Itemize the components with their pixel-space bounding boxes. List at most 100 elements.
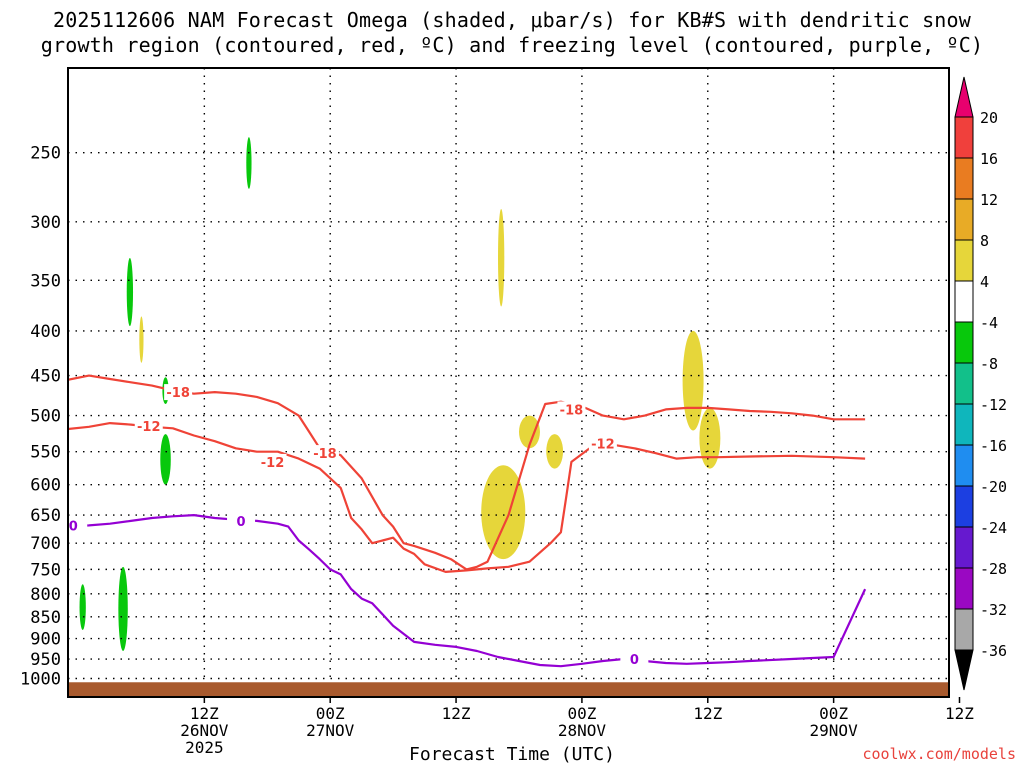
plot-frame — [67, 67, 950, 698]
colorbar-swatch — [954, 280, 974, 323]
contour-0: 0 0 0 — [68, 512, 867, 668]
x-tick-date: 29NOV — [810, 721, 859, 740]
omega-blob — [139, 316, 144, 363]
contour-label: 0 — [630, 653, 639, 668]
chart-title-line-1: 2025112606 NAM Forecast Omega (shaded, μ… — [52, 8, 972, 32]
y-tick-label: 600 — [30, 476, 61, 496]
x-tick-date: 26NOV — [180, 721, 229, 740]
colorbar-label: 8 — [980, 232, 989, 250]
contour-line — [68, 514, 867, 668]
colorbar-label: 4 — [980, 273, 989, 291]
y-tick-label: 250 — [30, 144, 61, 164]
contour--18: -18 -18 -18 — [68, 374, 866, 571]
y-tick-label: 700 — [30, 534, 61, 554]
y-tick-label: 950 — [30, 650, 61, 670]
y-tick-label: 750 — [30, 560, 61, 580]
x-axis-label: Forecast Time (UTC) — [409, 744, 615, 765]
colorbar-swatch — [954, 567, 974, 610]
x-tick-label: 00Z — [567, 704, 596, 723]
y-tick-label: 300 — [30, 213, 61, 233]
omega-blob — [682, 330, 704, 431]
colorbar-swatch — [954, 485, 974, 528]
contour-label: -12 — [137, 420, 161, 435]
x-tick-label: 00Z — [316, 704, 345, 723]
omega-blob — [481, 465, 526, 560]
y-tick-label: 1000 — [20, 669, 61, 689]
colorbar-swatch — [954, 526, 974, 569]
terrain-fill — [68, 682, 949, 697]
omega-blob — [699, 407, 721, 469]
contour-label-bg — [557, 401, 586, 418]
contour-line — [68, 422, 866, 573]
colorbar-swatch — [954, 116, 974, 159]
contour-label: -18 — [166, 386, 190, 401]
contour-label-bg — [588, 435, 617, 452]
y-tick-label: 850 — [30, 608, 61, 628]
chart-title-line-2: growth region (contoured, red, ºC) and f… — [40, 33, 984, 57]
colorbar-label: 16 — [980, 150, 998, 168]
omega-blob — [79, 584, 86, 631]
colorbar-label: -24 — [980, 519, 1007, 537]
omega-blob — [118, 566, 128, 651]
contour--12: -12 -12 -12 — [68, 418, 866, 573]
colorbar-top-arrow — [954, 76, 974, 118]
y-tick-label: 900 — [30, 630, 61, 650]
y-tick-label: 400 — [30, 322, 61, 342]
colorbar-swatch — [954, 198, 974, 241]
colorbar-swatch — [954, 444, 974, 487]
y-tick-label: 500 — [30, 407, 61, 427]
colorbar-label: -4 — [980, 314, 998, 332]
x-tick-label: 12Z — [190, 704, 219, 723]
contour-label: -18 — [313, 447, 337, 462]
colorbar-bottom-arrow — [954, 649, 974, 691]
contour-label-bg — [68, 517, 88, 534]
colorbar-label: -16 — [980, 437, 1007, 455]
y-tick-label: 800 — [30, 585, 61, 605]
contour-label: 0 — [69, 519, 78, 534]
credit-link[interactable]: coolwx.com/models — [862, 745, 1016, 763]
y-tick-label: 650 — [30, 506, 61, 526]
colorbar-swatch — [954, 608, 974, 651]
omega-blob — [498, 208, 505, 307]
colorbar-label: 20 — [980, 109, 998, 127]
colorbar-label: -36 — [980, 642, 1007, 660]
contour-label: -12 — [261, 456, 285, 471]
contour-label-bg — [620, 651, 649, 668]
colorbar-label: -28 — [980, 560, 1007, 578]
colorbar-swatch — [954, 362, 974, 405]
contour-label-bg — [258, 453, 287, 470]
y-tick-label: 550 — [30, 443, 61, 463]
colorbar-label: -20 — [980, 478, 1007, 496]
contour-line — [68, 374, 866, 571]
contour-label: -18 — [560, 403, 584, 418]
colorbar-label: -32 — [980, 601, 1007, 619]
colorbar-swatch — [954, 321, 974, 364]
contour-label: -12 — [591, 437, 615, 452]
y-tick-label: 350 — [30, 271, 61, 291]
x-tick-label: 00Z — [819, 704, 848, 723]
x-tick-date: 28NOV — [558, 721, 607, 740]
omega-blob — [518, 415, 540, 449]
colorbar-label: -12 — [980, 396, 1007, 414]
x-tick-date: 27NOV — [306, 721, 355, 740]
colorbar-label: -8 — [980, 355, 998, 373]
contour-label-bg — [134, 418, 163, 435]
colorbar-swatch — [954, 157, 974, 200]
x-tick-year: 2025 — [185, 738, 224, 757]
x-tick-label: 12Z — [945, 704, 974, 723]
omega-blob — [160, 434, 171, 485]
contour-label-bg — [310, 445, 339, 462]
omega-blob — [126, 257, 134, 327]
colorbar-swatch — [954, 403, 974, 446]
omega-blob — [246, 137, 252, 189]
contour-label-bg — [227, 512, 256, 529]
x-tick-label: 12Z — [693, 704, 722, 723]
contour-label-bg — [164, 384, 193, 401]
colorbar-swatch — [954, 239, 974, 282]
x-tick-label: 12Z — [442, 704, 471, 723]
contour-label: 0 — [237, 515, 246, 530]
omega-blob — [546, 434, 564, 469]
y-tick-label: 450 — [30, 367, 61, 387]
colorbar-label: 12 — [980, 191, 998, 209]
